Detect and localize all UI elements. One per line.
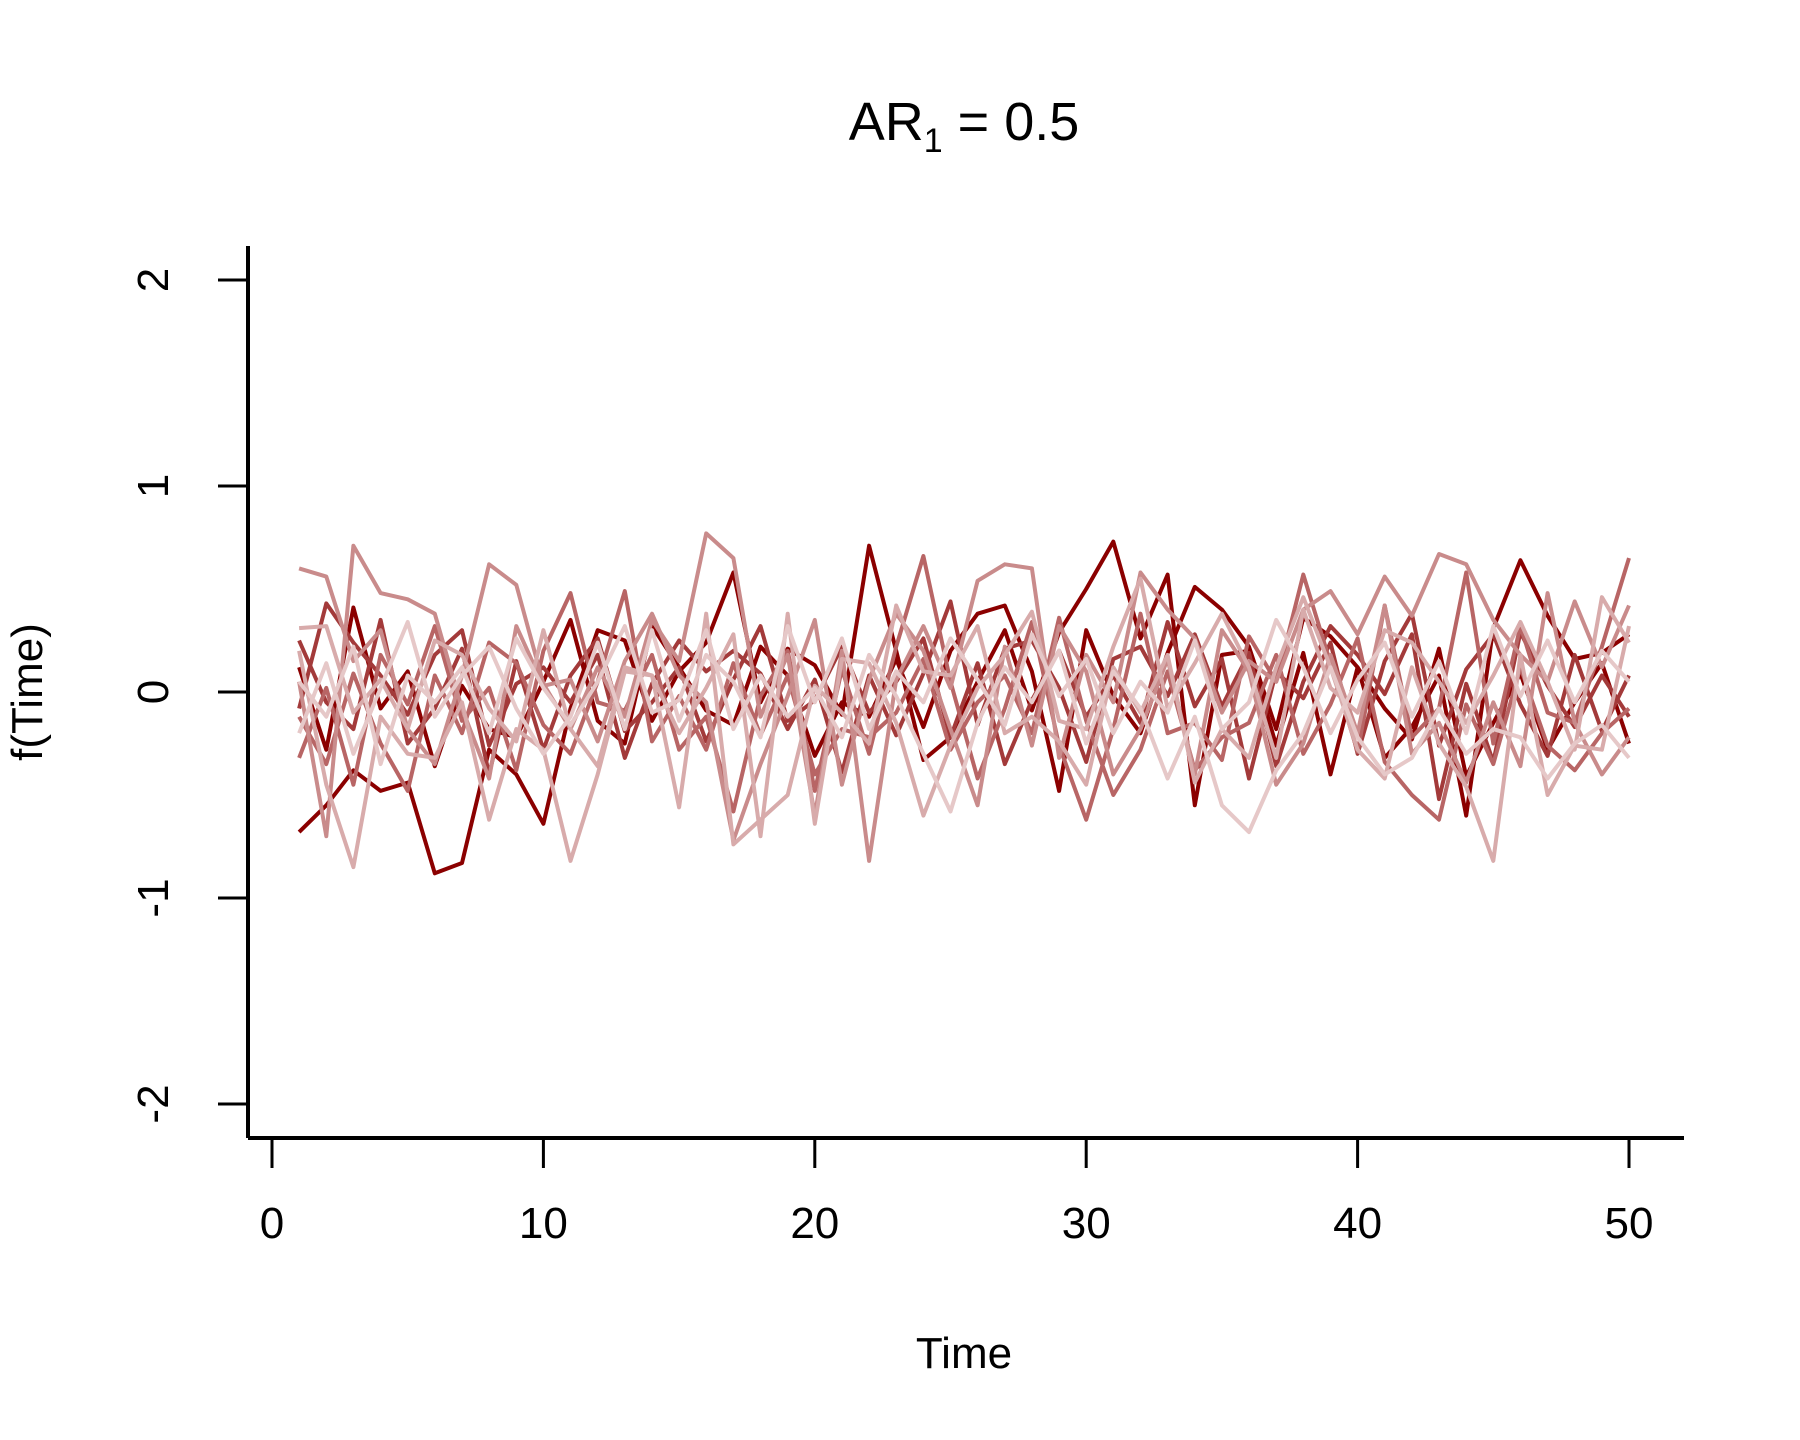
y-tick-label: 0 [129,680,178,704]
y-axis-label: f(Time) [3,623,52,761]
y-tick-label: -1 [129,878,178,917]
series-line-6 [297,589,1631,822]
y-tick-label: -2 [129,1084,178,1123]
x-axis-label: Time [916,1329,1012,1378]
x-tick-label: 50 [1605,1199,1654,1248]
y-axis-ticks: -2 -1 0 1 2 [129,268,248,1124]
x-tick-label: 20 [790,1199,839,1248]
series-layer [297,531,1631,876]
series-line-10 [298,576,1631,839]
series-line-9 [297,595,1631,870]
x-axis-ticks: 0 10 20 30 40 50 [260,1138,1654,1248]
y-tick-label: 1 [129,474,178,498]
x-tick-label: 40 [1333,1199,1382,1248]
series-line-5 [297,554,1631,822]
x-tick-label: 30 [1062,1199,1111,1248]
series-line-7 [298,531,1631,863]
x-tick-label: 0 [260,1199,284,1248]
chart-title: AR1 = 0.5 [849,92,1080,160]
x-tick-label: 10 [519,1199,568,1248]
y-tick-label: 2 [129,268,178,292]
series-line-12 [297,624,1631,835]
series-line-11 [297,617,1631,756]
